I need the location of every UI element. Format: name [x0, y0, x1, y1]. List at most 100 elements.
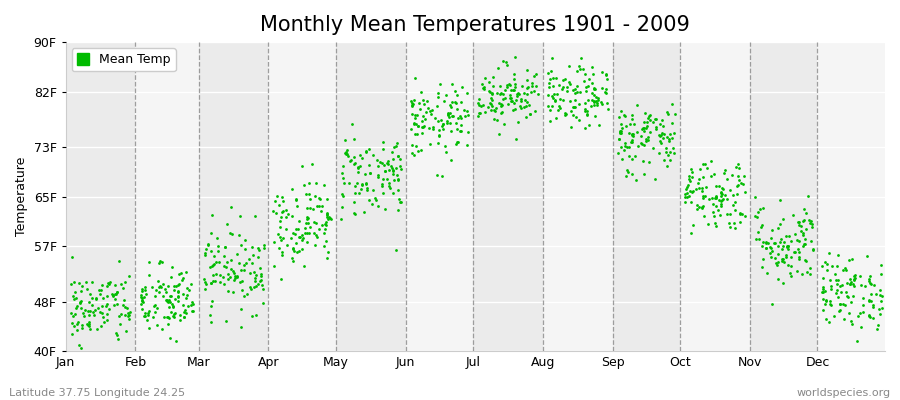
Point: [376, 190, 391, 196]
Point: [875, 293, 889, 299]
Point: [274, 237, 289, 243]
Point: [184, 281, 198, 287]
Point: [426, 124, 440, 130]
Bar: [199, 42, 268, 351]
Point: [832, 283, 847, 290]
Point: [638, 125, 652, 131]
Point: [180, 292, 194, 298]
Point: [520, 91, 535, 97]
Point: [792, 222, 806, 229]
Point: [367, 195, 382, 201]
Point: [770, 276, 785, 282]
Point: [393, 156, 408, 162]
Point: [292, 218, 306, 224]
Point: [176, 291, 190, 297]
Point: [862, 314, 877, 320]
Point: [541, 103, 555, 109]
Point: [649, 116, 663, 122]
Point: [798, 236, 813, 242]
Point: [451, 115, 465, 122]
Point: [168, 338, 183, 344]
Point: [578, 106, 592, 112]
Point: [295, 246, 310, 252]
Point: [835, 281, 850, 288]
Point: [212, 272, 227, 278]
Point: [500, 101, 515, 108]
Point: [566, 112, 580, 118]
Point: [657, 157, 671, 164]
Point: [733, 209, 747, 216]
Point: [655, 135, 670, 141]
Point: [513, 102, 527, 109]
Point: [570, 83, 584, 90]
Point: [232, 232, 247, 238]
Point: [549, 91, 563, 98]
Point: [120, 304, 134, 311]
Point: [795, 271, 809, 277]
Point: [362, 197, 376, 203]
Point: [573, 54, 588, 61]
Point: [485, 90, 500, 97]
Point: [393, 198, 408, 205]
Point: [217, 253, 231, 260]
Point: [838, 302, 852, 308]
Point: [591, 122, 606, 128]
Point: [799, 268, 814, 275]
Point: [760, 240, 775, 246]
Point: [454, 99, 468, 105]
Title: Monthly Mean Temperatures 1901 - 2009: Monthly Mean Temperatures 1901 - 2009: [260, 15, 690, 35]
Point: [589, 94, 603, 101]
Point: [626, 116, 640, 122]
Point: [824, 302, 838, 308]
Point: [847, 276, 861, 282]
Point: [611, 136, 625, 142]
Point: [80, 285, 94, 292]
Point: [280, 211, 294, 218]
Point: [335, 191, 349, 197]
Point: [386, 156, 400, 162]
Point: [85, 294, 99, 301]
Point: [115, 302, 130, 308]
Point: [829, 276, 843, 283]
Point: [439, 148, 454, 155]
Point: [847, 277, 861, 283]
Point: [83, 326, 97, 332]
Point: [572, 63, 587, 69]
Point: [322, 214, 337, 220]
Point: [489, 105, 503, 112]
Point: [211, 242, 225, 249]
Point: [299, 220, 313, 227]
Point: [792, 238, 806, 244]
Point: [460, 89, 474, 96]
Point: [775, 246, 789, 252]
Point: [209, 258, 223, 265]
Point: [856, 295, 870, 302]
Point: [391, 207, 405, 214]
Point: [614, 108, 628, 114]
Point: [591, 94, 606, 101]
Point: [584, 103, 598, 110]
Point: [412, 100, 427, 106]
Point: [577, 78, 591, 84]
Point: [490, 90, 504, 96]
Point: [81, 308, 95, 314]
Point: [794, 228, 808, 234]
Point: [839, 289, 853, 295]
Point: [410, 131, 424, 137]
Point: [684, 198, 698, 205]
Point: [247, 268, 261, 275]
Point: [340, 151, 355, 157]
Point: [363, 170, 377, 176]
Point: [590, 102, 604, 108]
Point: [178, 307, 193, 314]
Point: [688, 186, 703, 192]
Point: [502, 92, 517, 98]
Point: [720, 211, 734, 218]
Point: [415, 130, 429, 136]
Point: [523, 111, 537, 118]
Point: [484, 101, 499, 108]
Point: [759, 244, 773, 251]
Point: [407, 120, 421, 127]
Point: [353, 163, 367, 169]
Point: [796, 229, 810, 236]
